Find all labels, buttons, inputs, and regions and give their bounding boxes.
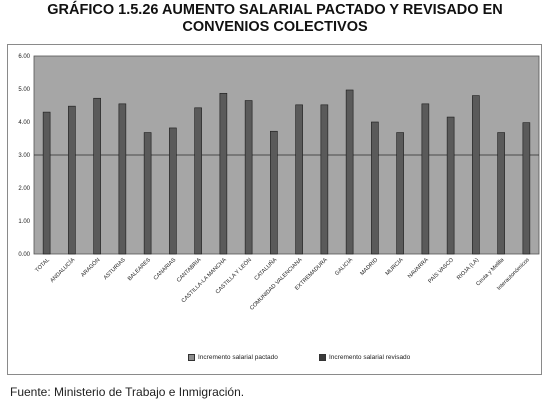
bar-pactado bbox=[68, 105, 76, 255]
x-tick-label: ARAGÓN bbox=[79, 256, 101, 278]
x-tick-label: CATALUÑA bbox=[253, 256, 279, 282]
bar-pactado bbox=[320, 104, 329, 255]
chart-frame: 0.00 1.00 2.00 3.00 4.00 5.00 6.00 TOTAL ANDALUC… bbox=[7, 44, 542, 375]
x-tick-label: COMUNIDAD VALENCIANA bbox=[249, 257, 304, 312]
bar-pactado bbox=[472, 95, 480, 255]
x-tick-label: MADRID bbox=[359, 257, 379, 277]
chart-title-line-2: CONVENIOS COLECTIVOS bbox=[182, 19, 368, 35]
x-tick-label: ASTURIAS bbox=[103, 257, 127, 281]
x-tick-label: BALEARES bbox=[127, 257, 152, 282]
x-tick-label: NAVARRA bbox=[407, 257, 430, 280]
bar-pactado bbox=[169, 127, 177, 255]
chart-title-line-1: GRÁFICO 1.5.26 AUMENTO SALARIAL PACTADO … bbox=[47, 2, 503, 18]
bar-pactado bbox=[396, 132, 404, 255]
bar-pactado bbox=[446, 116, 455, 255]
y-tick-label: 2.00 bbox=[18, 186, 30, 192]
legend-swatch-pactado bbox=[188, 354, 195, 361]
bar-pactado bbox=[371, 121, 379, 255]
chart-title: GRÁFICO 1.5.26 AUMENTO SALARIAL PACTADO … bbox=[0, 2, 550, 36]
x-tick-label: RIOJA (LA) bbox=[456, 257, 480, 281]
y-tick-label: 4.00 bbox=[18, 120, 30, 126]
bar-pactado bbox=[244, 100, 253, 255]
bar-pactado bbox=[497, 132, 505, 255]
bar-pactado bbox=[522, 122, 531, 255]
legend-swatch-revisado bbox=[319, 354, 326, 361]
bar-pactado bbox=[219, 92, 228, 255]
bar-pactado bbox=[118, 103, 127, 255]
bar-pactado bbox=[270, 130, 278, 255]
bar-pactado bbox=[421, 103, 430, 255]
bar-pactado bbox=[42, 111, 51, 255]
bar-pactado bbox=[93, 97, 101, 255]
x-tick-label: CANARIAS bbox=[153, 257, 178, 282]
y-tick-label: 1.00 bbox=[18, 219, 30, 225]
bar-chart: 0.00 1.00 2.00 3.00 4.00 5.00 6.00 TOTALANDALUC… bbox=[18, 54, 540, 312]
x-tick-label: TOTAL bbox=[34, 257, 51, 274]
y-tick-label: 6.00 bbox=[18, 54, 30, 60]
x-tick-label: PAÍS VASCO bbox=[427, 256, 456, 285]
x-tick-label: CASTILLA-LA MANCHA bbox=[181, 257, 228, 304]
bar-pactado bbox=[194, 107, 202, 255]
y-tick-label: 0.00 bbox=[18, 252, 30, 258]
x-tick-label: ANDALUCÍA bbox=[49, 256, 77, 284]
legend-item-pactado: Incremento salarial pactado bbox=[188, 354, 278, 361]
x-tick-label: MURCIA bbox=[385, 257, 405, 277]
x-tick-label: CANTABRIA bbox=[176, 257, 203, 284]
bar-pactado bbox=[143, 132, 152, 255]
x-tick-label: GALICIA bbox=[334, 257, 354, 277]
bar-pactado bbox=[295, 104, 303, 255]
source-note: Fuente: Ministerio de Trabajo e Inmigrac… bbox=[10, 385, 245, 399]
legend-label-revisado: Incremento salarial revisado bbox=[329, 354, 411, 362]
legend: Incremento salarial pactado Incremento s… bbox=[0, 354, 550, 368]
y-tick-label: 3.00 bbox=[18, 153, 30, 159]
bar-pactado bbox=[345, 89, 354, 255]
y-tick-label: 5.00 bbox=[18, 87, 30, 93]
legend-label-pactado: Incremento salarial pactado bbox=[198, 354, 278, 362]
legend-item-revisado: Incremento salarial revisado bbox=[319, 354, 410, 361]
